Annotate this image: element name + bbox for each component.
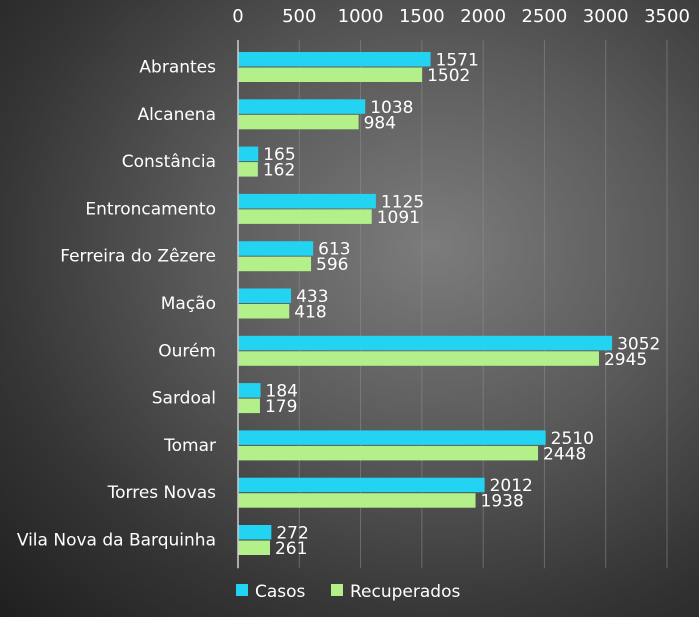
x-tick-label: 2000 [460,6,506,27]
legend: Casos Recuperados [236,582,460,602]
category-label: Sardoal [152,389,216,409]
category-label: Torres Novas [107,483,217,503]
value-label: 418 [294,303,326,323]
x-tick-label: 0 [232,6,243,27]
bar-casos [238,335,613,351]
value-label: 2510 [551,429,594,449]
value-label: 2448 [543,444,586,464]
value-label: 984 [364,113,396,133]
value-label: 1938 [481,492,524,512]
bar-casos [238,193,376,209]
value-label: 184 [266,382,298,402]
bar-casos [238,525,272,540]
x-tick-label: 3000 [583,6,629,27]
legend-label: Recuperados [350,582,460,602]
value-label: 2945 [604,350,647,370]
bar-recuperados [238,209,372,224]
bar-casos [238,430,546,445]
bar-casos [238,241,314,256]
value-label: 261 [275,539,307,559]
category-label: Tomar [163,436,216,456]
category-label: Mação [161,294,216,314]
category-label: Abrantes [139,58,216,78]
value-label: 2012 [490,476,533,496]
bar-recuperados [238,67,423,82]
value-label: 272 [276,524,308,544]
value-label: 1571 [436,51,479,71]
bar-recuperados [238,351,599,366]
bar-recuperados [238,493,476,508]
category-label: Vila Nova da Barquinha [17,531,216,551]
value-label: 613 [318,240,350,260]
x-tick-label: 1000 [338,6,384,27]
bar-recuperados [238,256,312,272]
value-label: 1038 [370,98,413,118]
x-tick-label: 1500 [399,6,445,27]
value-label: 1091 [377,208,420,228]
value-label: 162 [263,161,295,181]
legend-swatch-casos [236,584,248,596]
value-label: 3052 [617,334,660,354]
value-label: 1125 [381,192,424,212]
bar-casos [238,52,431,67]
x-axis-ticks: 0 500 1000 1500 2000 2500 3000 3500 [232,6,690,27]
category-label: Constância [122,152,216,172]
x-tick-label: 3500 [644,6,690,27]
x-tick-label: 500 [282,6,316,27]
bar-casos [238,288,292,303]
value-label: 165 [263,145,295,165]
gridlines [298,40,668,569]
legend-swatch-recuperados [331,584,343,596]
category-label: Ferreira do Zêzere [60,247,216,267]
bar-casos [238,383,261,398]
category-label: Ourém [158,341,216,361]
bar-casos [238,99,366,114]
legend-label: Casos [255,582,306,602]
bars [238,52,613,555]
category-labels: Abrantes Alcanena Constância Entroncamento F… [17,58,216,551]
category-label: Alcanena [137,105,216,125]
bar-recuperados [238,445,539,461]
value-label: 1502 [427,66,470,86]
x-tick-label: 2500 [522,6,568,27]
value-label: 179 [265,397,297,417]
bar-casos [238,146,259,162]
bar-recuperados [238,114,359,130]
bar-recuperados [238,304,290,319]
value-label: 433 [296,287,328,307]
bar-recuperados [238,540,270,555]
bar-recuperados [238,162,258,177]
bar-recuperados [238,398,260,414]
bar-casos [238,477,485,493]
category-label: Entroncamento [85,199,216,219]
value-label: 596 [316,255,348,275]
